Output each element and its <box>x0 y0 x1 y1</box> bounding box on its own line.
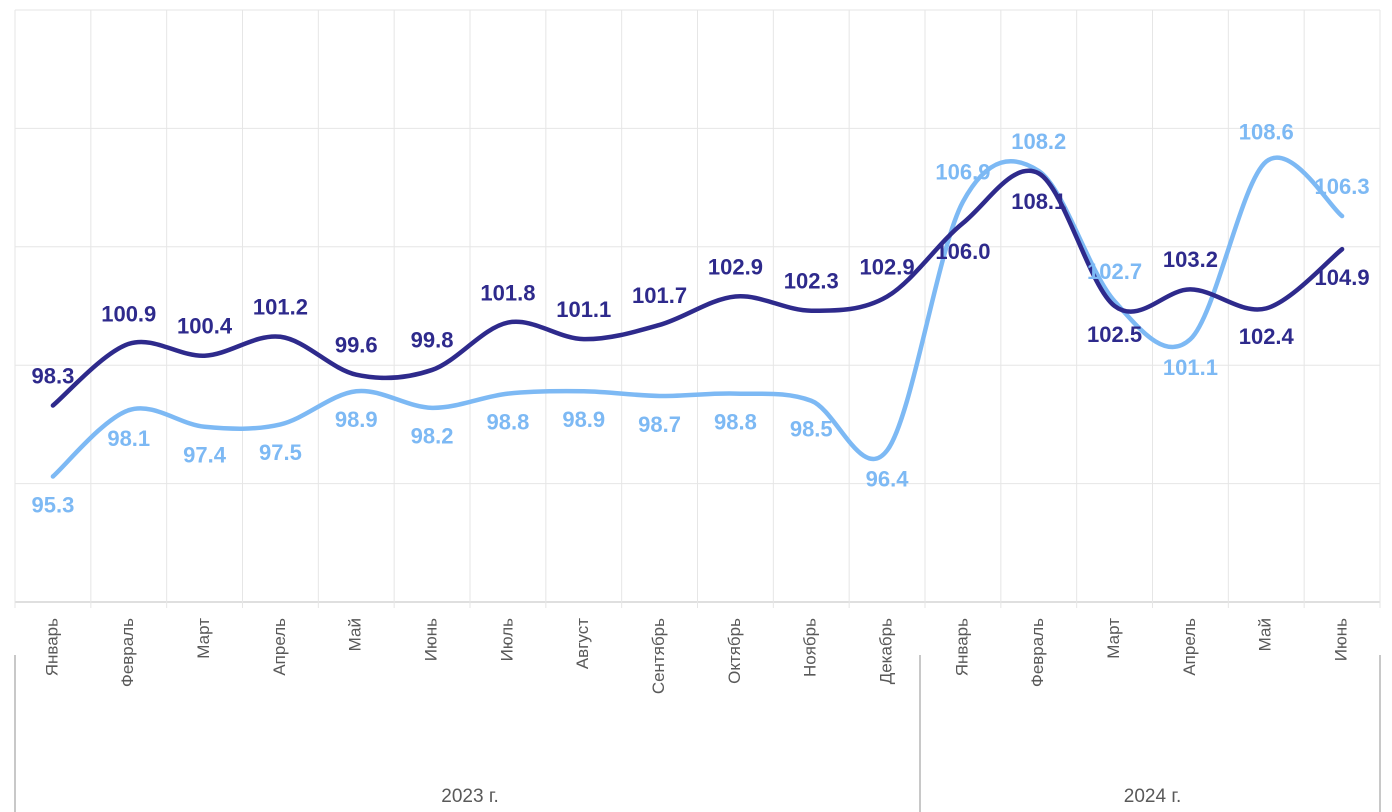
series-line <box>50 155 1345 479</box>
data-label: 102.3 <box>784 269 839 294</box>
x-tick-label: Июль <box>497 618 516 662</box>
data-label: 98.8 <box>487 409 530 434</box>
x-tick-label: Июнь <box>422 618 441 661</box>
data-label: 98.2 <box>411 424 454 449</box>
data-label: 108.1 <box>1011 189 1066 214</box>
data-label: 102.5 <box>1087 322 1142 347</box>
data-label: 98.8 <box>714 409 757 434</box>
data-label: 98.7 <box>638 412 681 437</box>
data-label: 102.7 <box>1087 259 1142 284</box>
x-tick-label: Июнь <box>1332 618 1351 661</box>
data-label: 95.3 <box>32 492 75 517</box>
data-label: 100.4 <box>177 314 233 339</box>
data-label: 102.9 <box>860 254 915 279</box>
group-label: 2023 г. <box>441 786 498 807</box>
data-label: 97.4 <box>183 443 227 468</box>
data-label: 108.6 <box>1239 119 1294 144</box>
data-label: 99.6 <box>335 332 378 357</box>
data-label: 104.9 <box>1315 265 1370 290</box>
data-label: 101.8 <box>480 280 535 305</box>
data-label: 101.1 <box>1163 355 1218 380</box>
x-tick-label: Август <box>573 618 592 669</box>
data-label: 108.2 <box>1011 129 1066 154</box>
series-line <box>50 168 1345 408</box>
data-label: 98.9 <box>335 407 378 432</box>
data-label: 96.4 <box>866 466 910 491</box>
data-label: 100.9 <box>101 302 156 327</box>
x-tick-label: Март <box>1104 618 1123 659</box>
x-tick-label: Май <box>346 618 365 651</box>
group-label: 2024 г. <box>1124 786 1181 807</box>
x-tick-label: Февраль <box>1028 618 1047 687</box>
x-tick-label: Сентябрь <box>649 618 668 694</box>
data-label: 98.3 <box>32 363 75 388</box>
x-tick-label: Февраль <box>118 618 137 687</box>
data-label: 102.9 <box>708 254 763 279</box>
data-label: 102.4 <box>1239 324 1295 349</box>
x-tick-label: Апрель <box>1180 618 1199 676</box>
data-label: 106.0 <box>935 239 990 264</box>
data-label: 103.2 <box>1163 247 1218 272</box>
data-label: 106.9 <box>935 160 990 185</box>
x-tick-label: Март <box>194 618 213 659</box>
data-label: 98.5 <box>790 417 833 442</box>
data-label: 101.1 <box>556 297 611 322</box>
x-tick-label: Январь <box>42 618 61 676</box>
data-label: 101.2 <box>253 295 308 320</box>
data-label: 101.7 <box>632 283 687 308</box>
data-label: 98.1 <box>107 426 150 451</box>
x-tick-label: Октябрь <box>725 618 744 684</box>
data-label: 98.9 <box>562 407 605 432</box>
x-tick-label: Апрель <box>270 618 289 676</box>
x-tick-label: Май <box>1256 618 1275 651</box>
data-label: 97.5 <box>259 440 302 465</box>
data-label: 106.3 <box>1315 174 1370 199</box>
x-tick-label: Декабрь <box>877 618 896 684</box>
x-tick-label: Ноябрь <box>801 618 820 677</box>
x-tick-label: Январь <box>952 618 971 676</box>
data-label: 99.8 <box>411 328 454 353</box>
